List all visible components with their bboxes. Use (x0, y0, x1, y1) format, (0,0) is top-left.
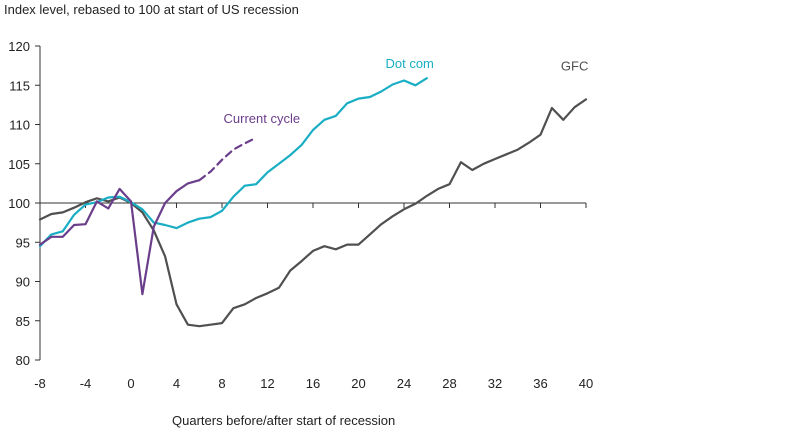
series-line-current-cycle-projection (198, 136, 258, 182)
y-tick-label: 95 (16, 235, 30, 250)
series-group (38, 77, 588, 328)
x-tick-label: 20 (351, 376, 365, 391)
series-line-dot-com (38, 77, 428, 248)
x-tick-label: 16 (306, 376, 320, 391)
x-axis-title: Quarters before/after start of recession (172, 413, 396, 428)
x-tick-label: 4 (173, 376, 180, 391)
x-tick-label: 8 (218, 376, 225, 391)
x-tick-label: -4 (80, 376, 92, 391)
y-tick-label: 85 (16, 314, 30, 329)
x-tick-label: 12 (260, 376, 274, 391)
series-label-gfc: GFC (561, 58, 588, 73)
y-tick-label: 115 (9, 78, 30, 93)
y-tick-label: 110 (9, 118, 30, 133)
axes: 80 85 90 95 100 105 110 115 120 -8 -4 0 4 8 12 16 20 24 28… (8, 39, 593, 391)
x-tick-label: 24 (397, 376, 411, 391)
x-tick-label: 40 (579, 376, 593, 391)
series-label-dot-com: Dot com (385, 56, 433, 71)
x-tick-label: 32 (488, 376, 502, 391)
series-line-gfc (38, 98, 588, 328)
x-tick-label: 28 (442, 376, 456, 391)
x-tick-label: 36 (533, 376, 547, 391)
y-tick-label: 105 (8, 157, 30, 172)
y-tick-label: 100 (8, 196, 30, 211)
y-axis-title: Index level, rebased to 100 at start of … (4, 2, 299, 17)
x-tick-label: -8 (34, 376, 46, 391)
y-tick-label: 120 (8, 39, 30, 54)
series-label-current-cycle: Current cycle (224, 111, 301, 126)
x-tick-label: 0 (127, 376, 134, 391)
y-tick-label: 80 (16, 353, 30, 368)
y-tick-label: 90 (16, 275, 30, 290)
series-line-current-cycle (38, 179, 201, 296)
annotations-group: Dot com GFC Current cycle (224, 56, 589, 126)
